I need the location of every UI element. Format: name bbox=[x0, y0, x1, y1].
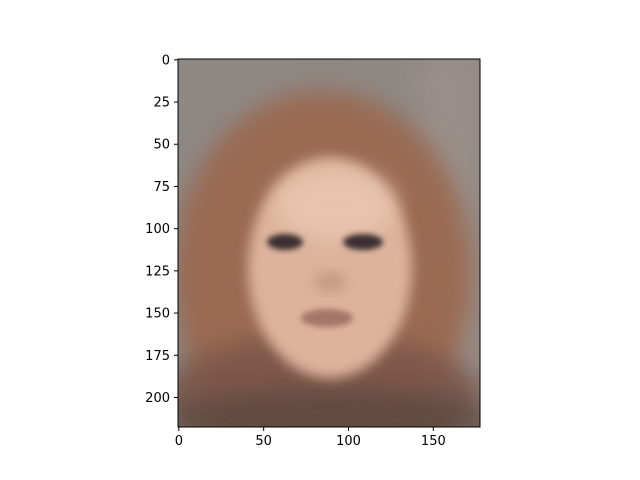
x-axis: 0 50 100 150 bbox=[175, 427, 446, 449]
y-tick-label: 200 bbox=[145, 391, 170, 406]
y-tick-label: 125 bbox=[145, 264, 170, 279]
right-eye bbox=[343, 234, 383, 250]
y-tick-label: 0 bbox=[162, 53, 170, 68]
x-tick-label: 150 bbox=[421, 434, 446, 449]
lips bbox=[301, 309, 353, 327]
left-eye bbox=[267, 234, 303, 250]
y-tick-label: 25 bbox=[153, 96, 170, 111]
y-tick-label: 150 bbox=[145, 307, 170, 322]
x-tick-label: 0 bbox=[175, 434, 183, 449]
face-image bbox=[178, 59, 480, 427]
axes-frame bbox=[177, 58, 481, 428]
x-tick-label: 100 bbox=[336, 434, 361, 449]
y-tick-label: 50 bbox=[153, 138, 170, 153]
y-tick-label: 175 bbox=[145, 349, 170, 364]
forehead-highlight bbox=[275, 170, 395, 240]
y-tick-label: 100 bbox=[145, 222, 170, 237]
y-tick-label: 75 bbox=[153, 180, 170, 195]
y-axis: 0 25 50 75 100 125 150 175 200 bbox=[145, 53, 178, 406]
nose-shadow bbox=[314, 272, 346, 292]
lower-dark-band bbox=[178, 390, 480, 427]
x-tick-label: 50 bbox=[255, 434, 272, 449]
